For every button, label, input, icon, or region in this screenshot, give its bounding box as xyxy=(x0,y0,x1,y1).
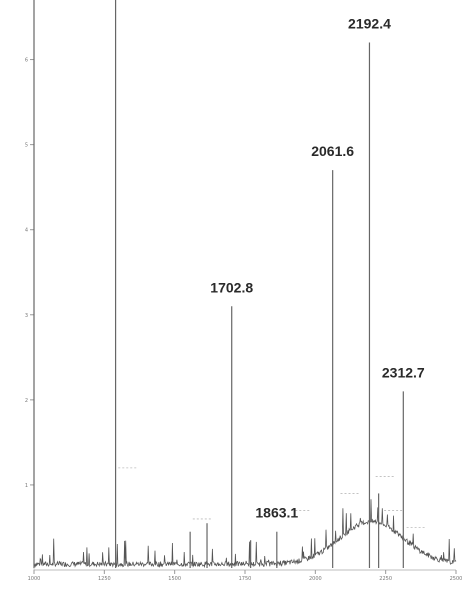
y-tick-label: 6 xyxy=(25,58,28,64)
baseline-noise xyxy=(33,499,457,569)
x-tick-label: 1000 xyxy=(28,576,41,582)
baseline-trace xyxy=(33,499,457,569)
x-tick-label: 1250 xyxy=(98,576,111,582)
peak-label: 1863.1 xyxy=(255,505,298,521)
peaks xyxy=(33,0,404,568)
x-tick-label: 2000 xyxy=(309,576,322,582)
x-tick-label: 2250 xyxy=(379,576,392,582)
y-tick-label: 4 xyxy=(25,228,28,234)
y-tick-label: 2 xyxy=(25,398,28,404)
peak-label: 1702.8 xyxy=(210,279,253,295)
x-tick-label: 2500 xyxy=(450,576,463,582)
peak-label: 2061.6 xyxy=(311,143,354,159)
y-tick-label: 5 xyxy=(25,143,28,149)
y-tick-label: 1 xyxy=(25,483,28,489)
peak-labels: 1702.8 1863.1 2061.6 2192.4 2312.7 xyxy=(210,16,425,521)
x-tick-label: 1500 xyxy=(168,576,181,582)
peak-label: 2192.4 xyxy=(348,16,391,32)
minor-annotations xyxy=(118,467,427,528)
y-tick-label: 3 xyxy=(25,313,28,319)
peak-label: 2312.7 xyxy=(382,364,425,380)
x-tick-label: 1750 xyxy=(239,576,252,582)
